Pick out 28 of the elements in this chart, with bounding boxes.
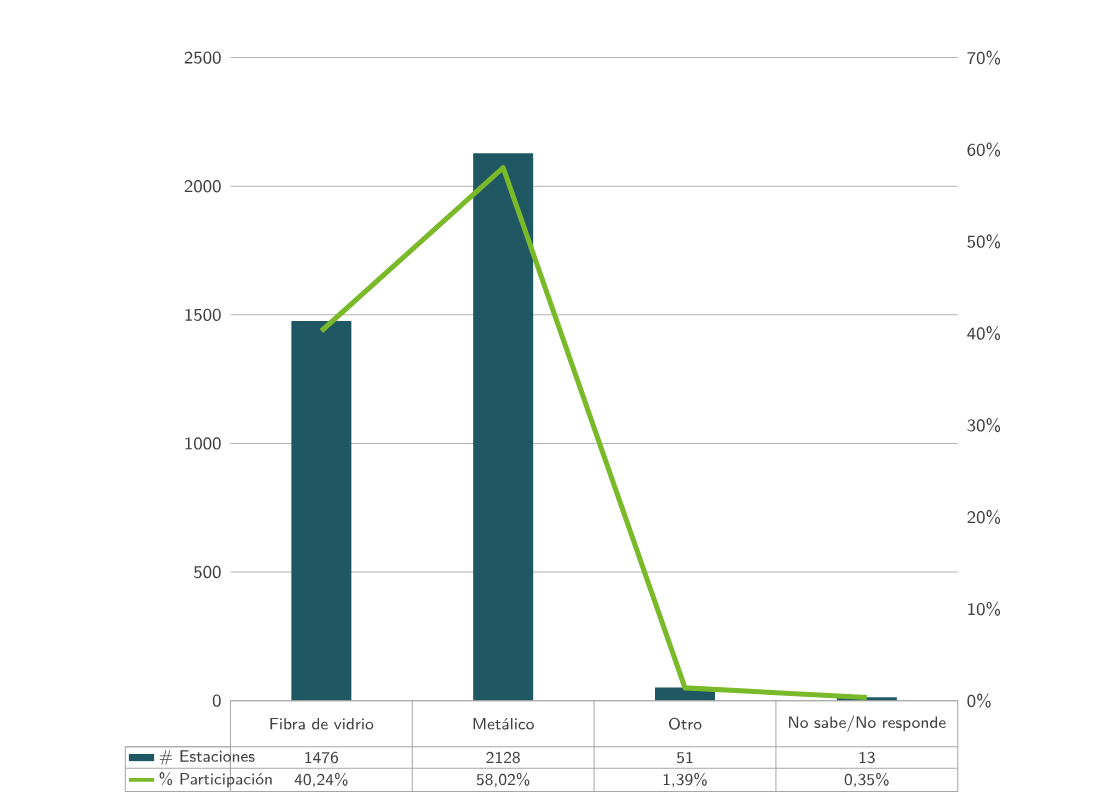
y-tick-label: 1500 [185,308,221,321]
y2-tick-label: 70% [967,50,1001,65]
data-label: 51 [676,751,693,764]
y2-tick-label: 50% [967,234,1001,249]
y-tick-label: 1000 [185,437,221,450]
data-label: 13 [859,751,875,764]
y2-tick-label: 60% [967,142,1001,157]
y-tick-label: 0 [212,694,221,707]
y2-tick-label: 20% [967,509,1001,524]
legend-label: % Participación [159,771,272,788]
data-label: 1,39% [663,772,707,787]
y2-tick-label: 30% [967,417,1001,433]
data-label: 40,24% [294,772,348,787]
y2-tick-label: 10% [968,601,1001,616]
x-tick-label: Metálico [473,717,534,730]
data-label: 2128 [486,751,520,764]
data-label: 58,02% [476,772,530,787]
y-tick-label: 2000 [184,179,221,193]
x-tick-label: No sabe/No responde [789,715,946,732]
y-tick-label: 2500 [184,51,221,64]
y2-tick-label: 40% [967,325,1001,341]
y2-tick-label: 0% [967,693,991,708]
x-tick-label: Otro [668,717,702,730]
data-label: 0,35% [844,772,889,787]
data-label: 1476 [305,751,339,764]
y-tick-label: 500 [193,565,221,579]
x-tick-label: Fibra de vidrio [270,717,374,730]
legend-label: # Estaciones [159,750,255,765]
